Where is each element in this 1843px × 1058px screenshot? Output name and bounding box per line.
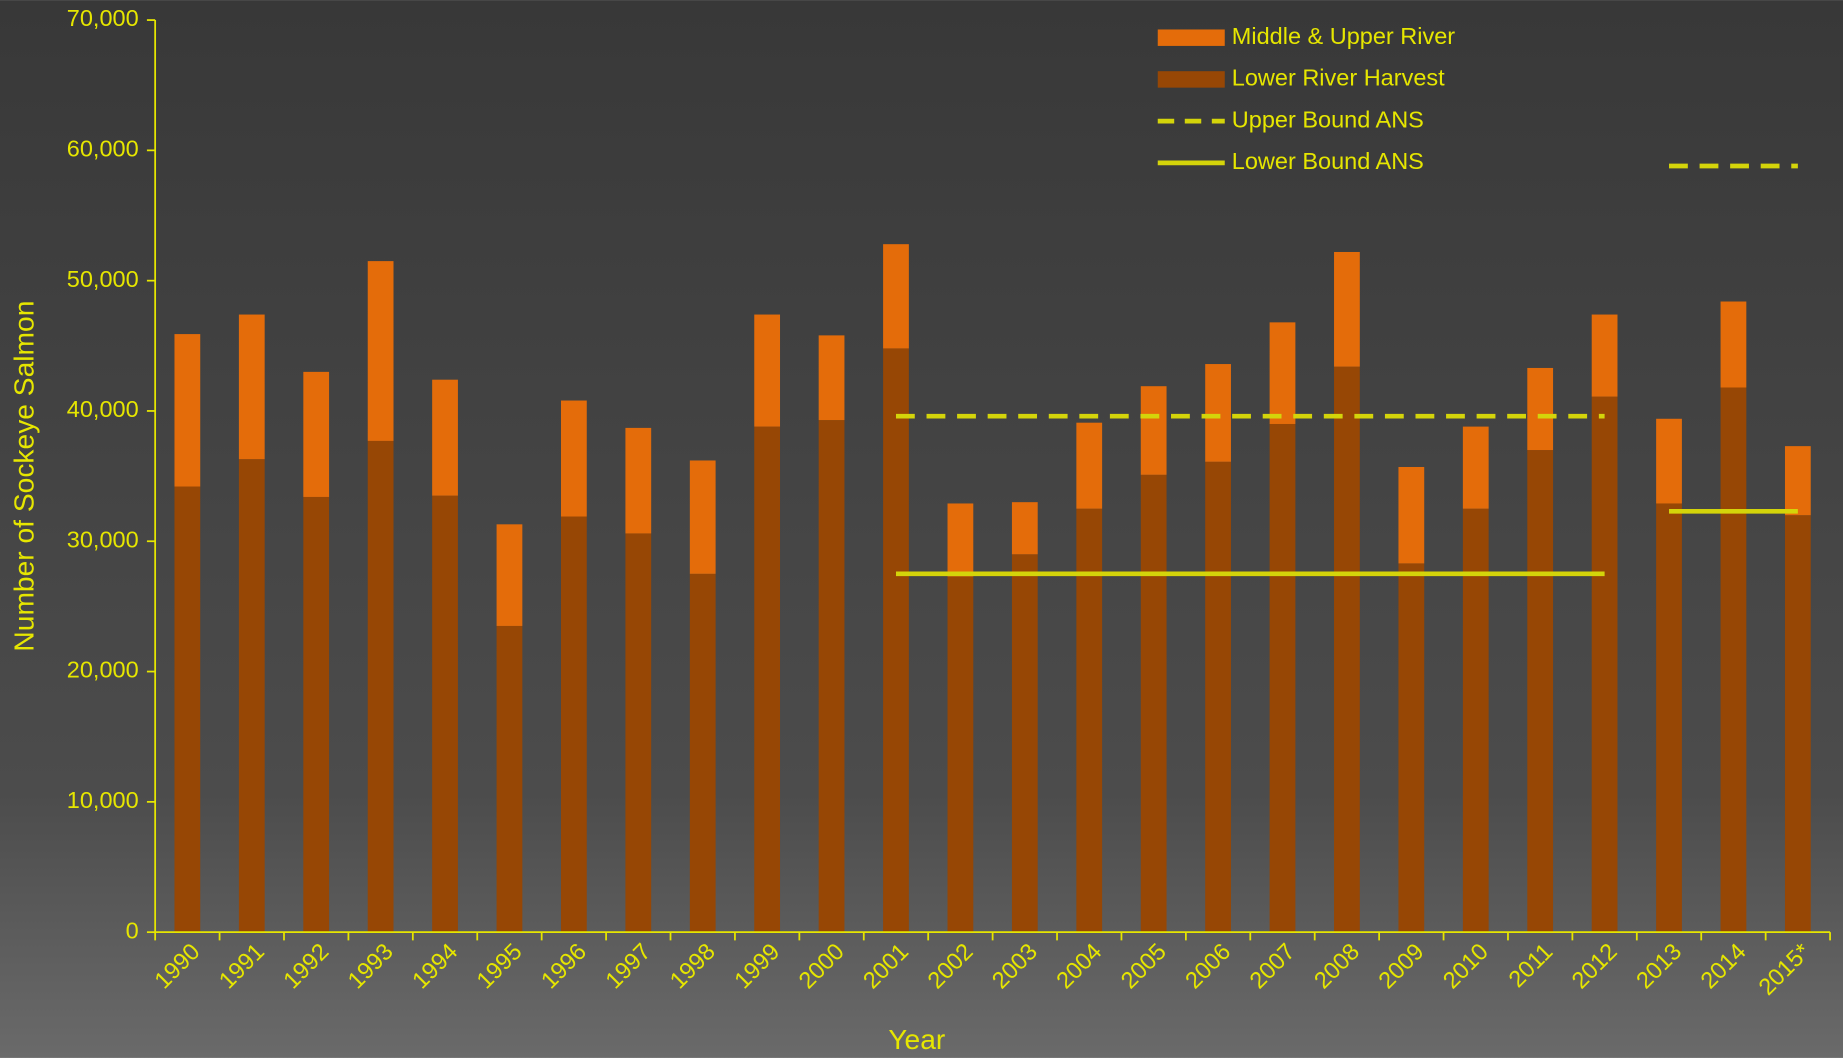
bar	[947, 503, 974, 577]
legend-label: Middle & Upper River	[1232, 23, 1456, 49]
y-tick-label: 70,000	[67, 5, 139, 31]
bar	[432, 379, 458, 496]
bar	[496, 625, 523, 933]
x-axis-title: Year	[888, 1023, 945, 1055]
bar	[689, 460, 716, 574]
bar	[883, 348, 909, 933]
bar	[1784, 515, 1811, 933]
bar	[1462, 508, 1489, 933]
bar	[303, 496, 330, 933]
bar	[560, 400, 587, 517]
bar	[689, 573, 716, 933]
bar	[1784, 446, 1811, 516]
bar	[818, 335, 845, 421]
legend-swatch	[1157, 29, 1225, 46]
y-axis-title: Number of Sockeye Salmon	[7, 301, 39, 652]
bar	[754, 314, 781, 427]
y-tick-label: 20,000	[67, 657, 139, 683]
bar	[818, 420, 845, 933]
bar	[625, 427, 652, 534]
bar	[1011, 554, 1038, 933]
bar	[1656, 418, 1682, 504]
bar	[1269, 322, 1296, 424]
bar	[1140, 386, 1167, 475]
bar	[303, 371, 330, 497]
bar	[1269, 423, 1296, 933]
bar	[1462, 426, 1489, 509]
bar	[174, 334, 201, 487]
bar	[1398, 466, 1425, 564]
bar	[1591, 314, 1618, 397]
bar	[1527, 367, 1554, 451]
bar	[174, 486, 201, 933]
bar	[367, 440, 394, 933]
bar	[1140, 474, 1167, 933]
bar	[1527, 450, 1554, 933]
bar	[883, 244, 909, 349]
y-tick-label: 0	[126, 917, 139, 943]
bar	[947, 576, 974, 933]
y-tick-label: 60,000	[67, 136, 139, 162]
bar	[238, 314, 265, 460]
bar	[1398, 563, 1425, 933]
legend-label: Upper Bound ANS	[1232, 106, 1424, 132]
bar	[238, 459, 265, 933]
bar	[625, 533, 652, 933]
bar	[432, 495, 458, 933]
bar	[1076, 422, 1103, 509]
bar	[367, 261, 394, 441]
y-tick-label: 30,000	[67, 526, 139, 552]
bar	[1591, 396, 1618, 933]
bar	[1720, 301, 1747, 388]
legend-label: Lower River Harvest	[1232, 65, 1445, 91]
bar	[560, 516, 587, 933]
bar	[1076, 508, 1103, 933]
y-tick-label: 40,000	[67, 396, 139, 422]
bar	[496, 524, 523, 626]
bar	[1011, 502, 1038, 555]
legend-label: Lower Bound ANS	[1232, 148, 1424, 174]
bar	[1205, 364, 1231, 462]
bar	[1334, 366, 1360, 933]
bar	[1656, 503, 1682, 933]
legend-swatch	[1157, 71, 1225, 88]
bar	[1334, 251, 1360, 367]
bar	[1205, 461, 1231, 933]
y-tick-label: 10,000	[67, 787, 139, 813]
bar	[1720, 387, 1747, 933]
bar	[754, 426, 781, 933]
y-tick-label: 50,000	[67, 266, 139, 292]
